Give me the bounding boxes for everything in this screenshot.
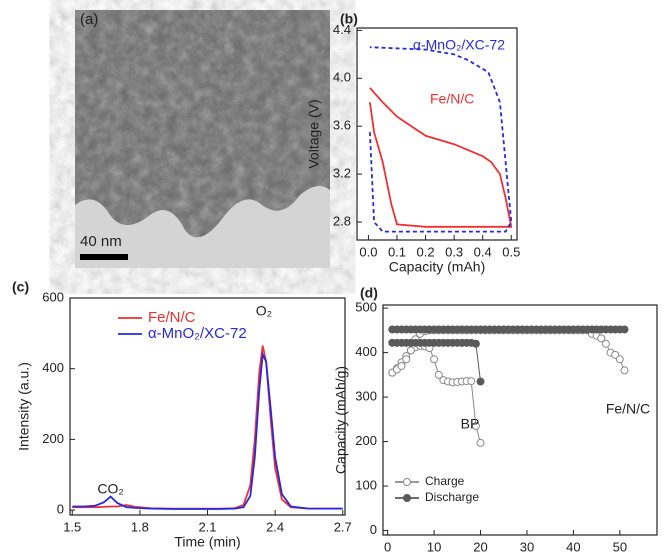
x-axis-label: Capacity (mAh) <box>389 259 485 275</box>
y-axis-label: Intensity (a.u.) <box>16 362 32 451</box>
x-tick-label: 0.0 <box>359 244 377 259</box>
x-tick-label: 10 <box>427 539 441 552</box>
y-tick-label: 4.4 <box>333 22 351 37</box>
legend-marker <box>404 479 411 486</box>
panel-label: (a) <box>80 11 98 28</box>
x-tick-label: 50 <box>613 539 627 552</box>
y-axis-label: Voltage (V) <box>306 99 322 168</box>
panel-label: (c) <box>12 279 29 295</box>
data-point <box>602 340 609 347</box>
x-tick-label: 20 <box>473 539 487 552</box>
data-point <box>398 362 405 369</box>
y-tick-label: 3.6 <box>333 118 351 133</box>
legend-label: Fe/N/C <box>148 309 196 326</box>
legend-label: Discharge <box>425 490 479 504</box>
scale-bar-label: 40 nm <box>80 233 122 250</box>
annotation: O₂ <box>256 303 272 319</box>
legend-label: Charge <box>425 474 465 488</box>
data-point <box>621 367 628 374</box>
data-point <box>407 347 414 354</box>
series-label: Fe/N/C <box>430 91 474 107</box>
data-point <box>477 378 484 385</box>
x-tick-label: 2.7 <box>334 519 352 534</box>
x-tick-label: 40 <box>566 539 580 552</box>
x-tick-label: 2.4 <box>266 519 284 534</box>
y-axis-label: Capacity (mAh/g) <box>333 366 349 474</box>
y-tick-label: 400 <box>42 360 64 375</box>
y-tick-label: 2.8 <box>333 213 351 228</box>
x-tick-label: 2.1 <box>198 519 216 534</box>
y-tick-label: 200 <box>42 431 64 446</box>
x-tick-label: 1.5 <box>63 519 81 534</box>
x-tick-label: 1.8 <box>131 519 149 534</box>
x-tick-label: 0.4 <box>474 244 492 259</box>
series-label: α-MnO₂/XC-72 <box>413 37 505 53</box>
legend-label: α-MnO₂/XC-72 <box>148 325 247 342</box>
y-tick-label: 600 <box>42 289 64 304</box>
panel-label: (d) <box>360 285 378 301</box>
x-tick-label: 0.2 <box>417 244 435 259</box>
series-line <box>392 330 624 382</box>
x-axis-label: Time (min) <box>174 534 240 550</box>
y-tick-label: 200 <box>355 433 377 448</box>
x-tick-label: 0.1 <box>388 244 406 259</box>
y-tick-label: 500 <box>355 300 377 315</box>
y-tick-label: 0 <box>57 501 64 516</box>
x-tick-label: 0.5 <box>502 244 520 259</box>
data-point <box>472 340 479 347</box>
x-tick-label: 0.3 <box>445 244 463 259</box>
y-tick-label: 0 <box>370 522 377 537</box>
data-point <box>621 326 628 333</box>
scale-bar <box>80 254 128 260</box>
y-tick-label: 300 <box>355 389 377 404</box>
figure: 40 nm (a) (b)0.00.10.20.30.40.52.83.23.6… <box>0 0 667 552</box>
series-line <box>370 88 511 227</box>
data-point <box>616 356 623 363</box>
y-tick-label: 4.0 <box>333 70 351 85</box>
data-point <box>403 356 410 363</box>
y-tick-label: 400 <box>355 344 377 359</box>
annotation: CO₂ <box>97 481 123 497</box>
x-tick-label: 0 <box>384 539 391 552</box>
tem-image: 40 nm (a) <box>75 10 330 268</box>
plot-frame <box>357 28 517 240</box>
legend-marker <box>404 495 411 502</box>
annotation: BP <box>461 416 480 432</box>
annotation: Fe/N/C <box>606 401 650 417</box>
y-tick-label: 100 <box>355 478 377 493</box>
data-point <box>431 356 438 363</box>
data-point <box>477 439 484 446</box>
x-tick-label: 30 <box>520 539 534 552</box>
y-tick-label: 3.2 <box>333 166 351 181</box>
data-point <box>468 378 475 385</box>
